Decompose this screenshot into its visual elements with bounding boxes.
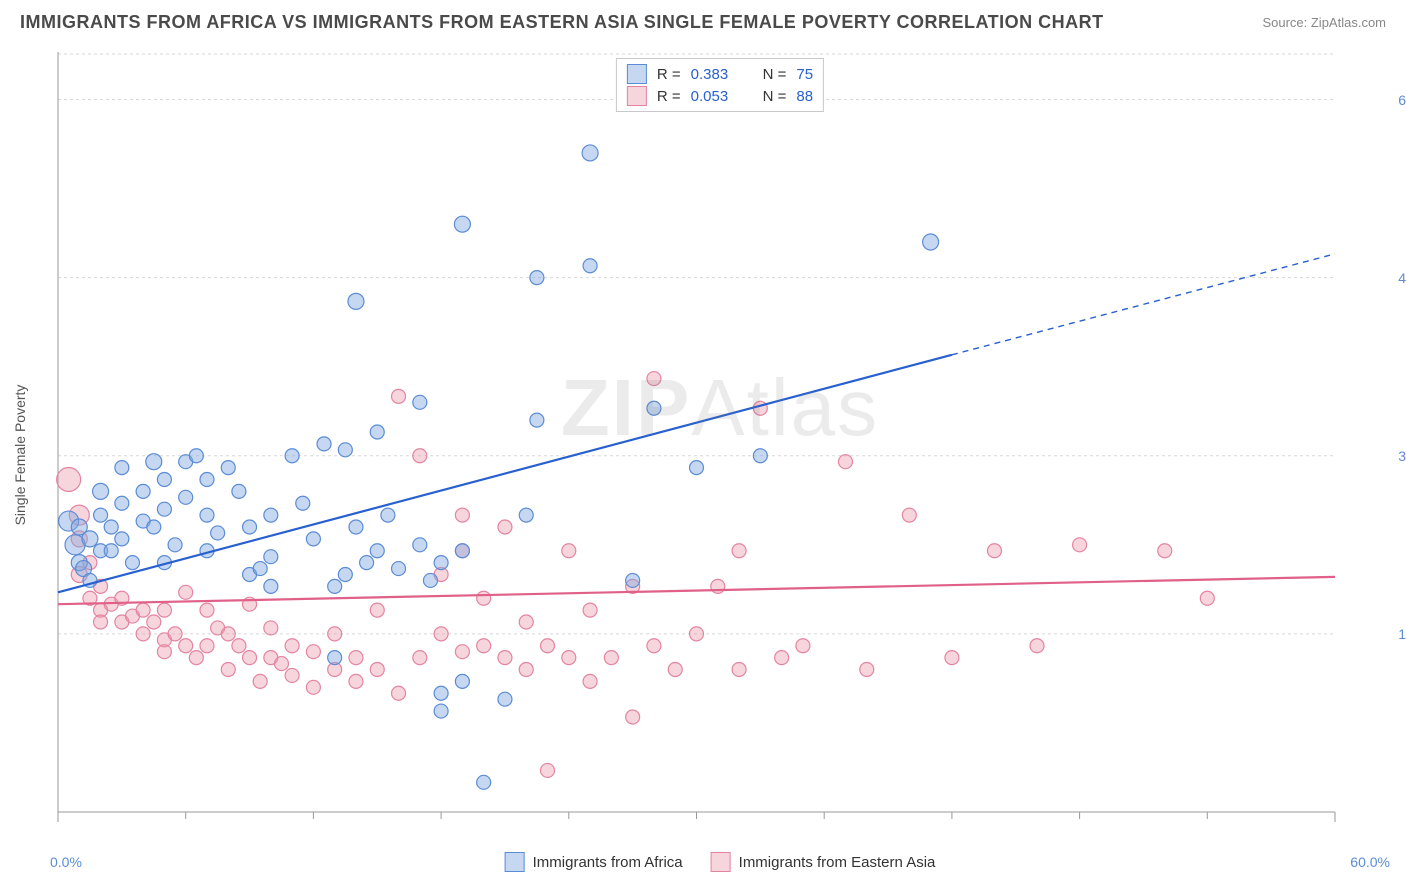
legend-row-asia: R = 0.053 N = 88 [627,85,813,107]
x-tick-max: 60.0% [1350,854,1390,870]
legend-label-asia: Immigrants from Eastern Asia [739,854,936,871]
r-value-asia: 0.053 [691,88,741,105]
legend-swatch-africa-icon [505,852,525,872]
y-axis-label: Single Female Poverty [12,385,28,526]
legend-item-asia: Immigrants from Eastern Asia [711,852,936,872]
legend-correlation: R = 0.383 N = 75 R = 0.053 N = 88 [616,58,824,112]
source-label: Source: ZipAtlas.com [1262,15,1386,30]
chart-title: IMMIGRANTS FROM AFRICA VS IMMIGRANTS FRO… [20,12,1104,33]
y-tick-label: 30.0% [1398,448,1406,464]
chart-container: Single Female Poverty ZIPAtlas R = 0.383… [50,52,1390,842]
legend-label-africa: Immigrants from Africa [533,854,683,871]
legend-row-africa: R = 0.383 N = 75 [627,63,813,85]
x-tick-min: 0.0% [50,854,82,870]
r-label: R = [657,88,681,105]
n-value-asia: 88 [796,88,813,105]
n-label: N = [763,88,787,105]
y-tick-label: 60.0% [1398,92,1406,108]
y-tick-label: 45.0% [1398,270,1406,286]
r-value-africa: 0.383 [691,66,741,83]
r-label: R = [657,66,681,83]
legend-swatch-africa [627,64,647,84]
legend-swatch-asia [627,86,647,106]
y-tick-label: 15.0% [1398,626,1406,642]
n-value-africa: 75 [796,66,813,83]
legend-item-africa: Immigrants from Africa [505,852,683,872]
scatter-plot [50,52,1390,842]
legend-swatch-asia-icon [711,852,731,872]
n-label: N = [763,66,787,83]
legend-series: Immigrants from Africa Immigrants from E… [505,852,936,872]
